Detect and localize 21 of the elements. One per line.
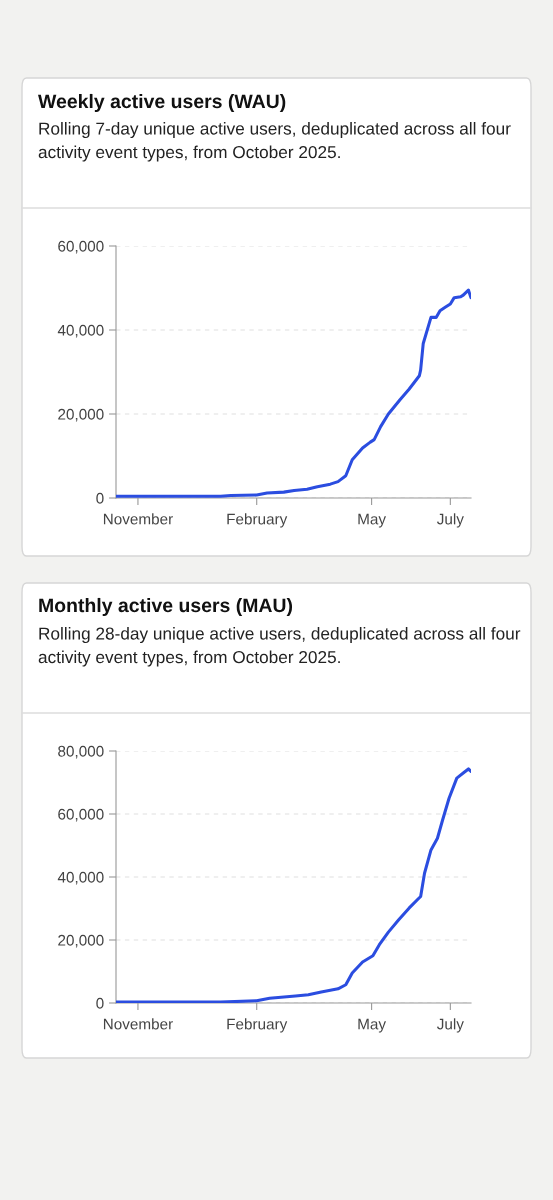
x-tick-label: July: [437, 1018, 464, 1033]
x-tick-label: November: [103, 513, 173, 525]
y-tick-label: 60,000: [58, 240, 104, 254]
chart-title: Weekly active users (WAU): [38, 93, 286, 113]
x-tick-label: July: [437, 513, 464, 528]
chart-title: Monthly active users (MAU): [39, 597, 293, 617]
y-tick-label: 80,000: [58, 745, 104, 759]
x-tick-label: November: [103, 1018, 173, 1030]
y-tick-label: 0: [96, 492, 104, 504]
y-tick-label: 20,000: [58, 408, 104, 422]
y-tick-label: 40,000: [57, 871, 104, 885]
y-tick-label: 60,000: [58, 808, 104, 822]
y-tick-label: 0: [96, 997, 104, 1009]
x-tick-label: February: [227, 513, 288, 528]
chart-subtitle: Rolling 7-day unique active users, deduplicated across all four activity event types, from October 2025.: [38, 122, 511, 162]
x-tick-label: May: [358, 1018, 386, 1033]
chart-subtitle: Rolling 28-day unique active users, deduplicated across all four activity event types, from October 2025.: [38, 627, 521, 667]
y-tick-label: 20,000: [58, 934, 104, 948]
x-tick-label: February: [227, 1018, 288, 1033]
y-tick-label: 40,000: [57, 324, 104, 338]
x-tick-label: May: [358, 513, 386, 528]
